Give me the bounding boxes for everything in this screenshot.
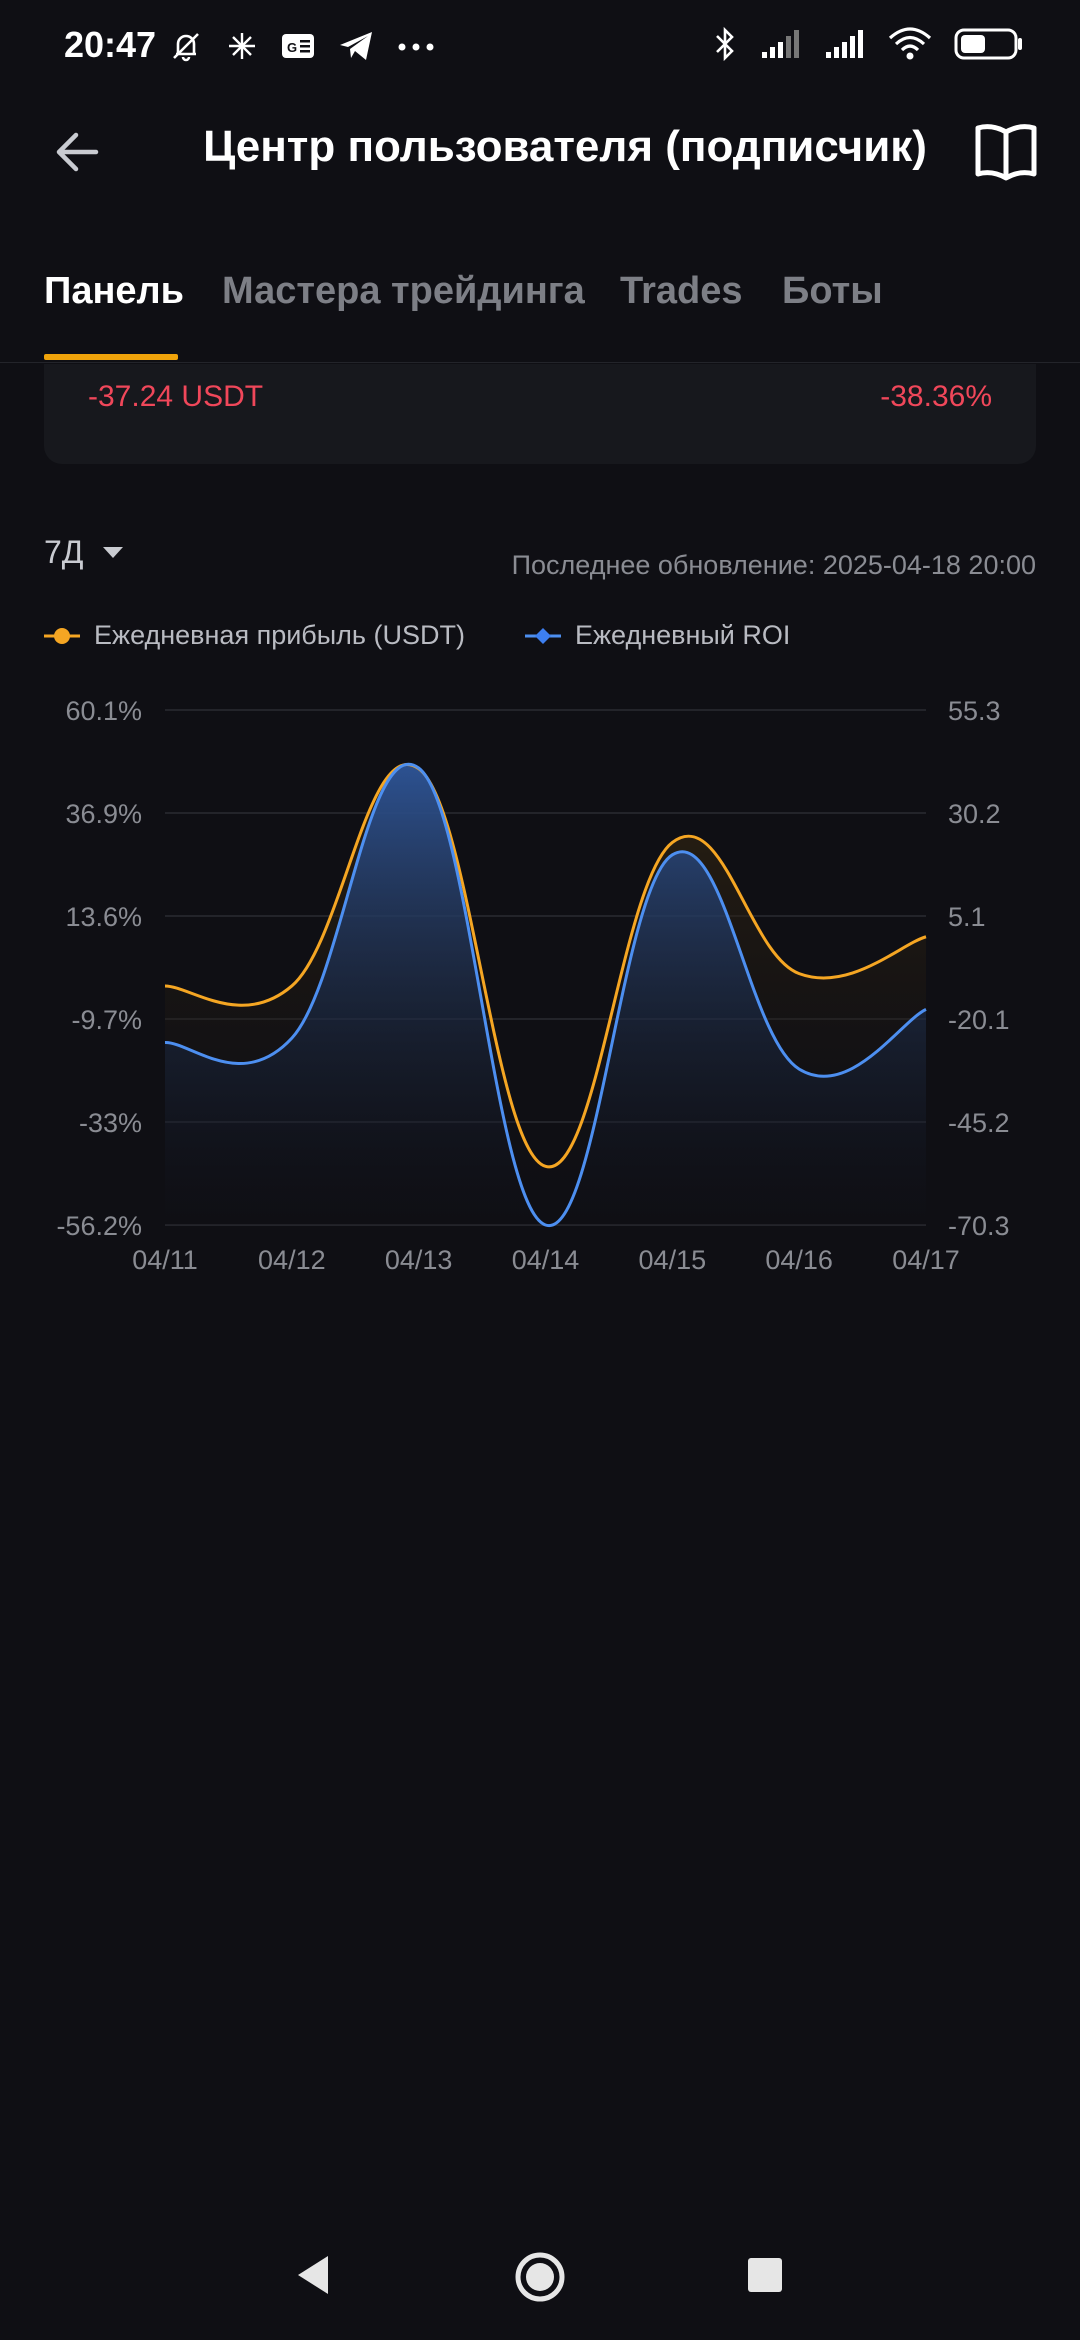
- legend-item-roi[interactable]: Ежедневный ROI: [524, 620, 791, 651]
- axis-labels: 60.1% 55.3 36.9% 30.2 13.6% 5.1 -9.7% -20.1 -33%…: [56, 696, 1009, 1275]
- page-title: Центр пользователя (подписчик): [203, 122, 927, 171]
- system-nav-bar: [0, 2240, 1080, 2340]
- y-left-tick-label: 36.9%: [65, 799, 142, 829]
- app-bar: Центр пользователя (подписчик): [0, 110, 1080, 190]
- roi-line: [164, 763, 927, 1227]
- legend-marker-roi: [524, 627, 561, 644]
- recents-nav-icon: [748, 2258, 782, 2292]
- x-tick-label: 04/11: [132, 1245, 198, 1275]
- profit-line: [164, 763, 927, 1168]
- mute-bell-icon: [168, 28, 204, 69]
- tab-trades[interactable]: Trades: [620, 270, 743, 312]
- svg-text:G: G: [287, 40, 297, 55]
- series-lines: [164, 763, 927, 1227]
- legend-marker-profit: [44, 627, 80, 644]
- more-icon: [396, 40, 436, 58]
- status-icons-right: [712, 26, 1024, 67]
- guide-button[interactable]: [972, 120, 1040, 184]
- wifi-icon: [888, 26, 932, 67]
- back-nav-icon: [298, 2256, 328, 2294]
- legend-label-profit: Ежедневная прибыль (USDT): [94, 620, 465, 650]
- period-selector[interactable]: 7Д: [44, 534, 124, 571]
- x-tick-label: 04/15: [639, 1245, 707, 1275]
- chart-canvas: 60.1% 55.3 36.9% 30.2 13.6% 5.1 -9.7% -20.1 -33%…: [56, 696, 1009, 1275]
- status-icons-left: G: [168, 28, 436, 69]
- legend-label-roi: Ежедневный ROI: [574, 620, 791, 650]
- status-bar: 20:47 G: [0, 0, 1080, 96]
- summary-card: -37.24 USDT -38.36%: [44, 364, 1036, 464]
- active-tab-indicator: [44, 354, 178, 360]
- book-icon: [975, 124, 1037, 181]
- last-update: Последнее обновление: 2025-04-18 20:00: [511, 550, 1036, 580]
- x-tick-label: 04/16: [765, 1245, 833, 1275]
- bluetooth-icon: [712, 26, 738, 67]
- x-tick-label: 04/17: [892, 1245, 960, 1275]
- arrow-left-icon: [56, 132, 99, 172]
- roi-area: [165, 764, 926, 1226]
- nav-back-button[interactable]: [290, 2250, 340, 2305]
- period-label: 7Д: [44, 534, 84, 570]
- pnl-value: -37.24 USDT: [88, 380, 264, 413]
- y-right-tick-label: 5.1: [948, 902, 986, 932]
- tab-trading-masters[interactable]: Мастера трейдинга: [222, 270, 585, 312]
- tab-panel[interactable]: Панель: [44, 270, 185, 312]
- chart-legend: Ежедневная прибыль (USDT) Ежедневный ROI: [44, 620, 790, 651]
- pnl-roi-chart[interactable]: 60.1% 55.3 36.9% 30.2 13.6% 5.1 -9.7% -20.1 -33%…: [0, 680, 1080, 1300]
- x-tick-label: 04/14: [512, 1245, 580, 1275]
- tab-bar: Панель Мастера трейдинга Trades Боты: [0, 262, 1080, 363]
- y-right-tick-label: -45.2: [948, 1108, 1010, 1138]
- y-left-tick-label: 13.6%: [65, 902, 142, 932]
- home-nav-icon: [515, 2252, 565, 2302]
- y-left-tick-label: -33%: [79, 1108, 142, 1138]
- roi-value: -38.36%: [880, 380, 992, 413]
- signal-icon: [824, 28, 866, 65]
- nav-home-button[interactable]: [513, 2250, 567, 2309]
- series-areas: [165, 764, 926, 1226]
- y-right-tick-label: -20.1: [948, 1005, 1010, 1035]
- y-right-tick-label: -70.3: [948, 1211, 1010, 1241]
- tab-bots[interactable]: Боты: [782, 270, 883, 312]
- battery-icon: [954, 26, 1024, 67]
- x-tick-label: 04/13: [385, 1245, 453, 1275]
- signal-icon: [760, 28, 802, 65]
- back-button[interactable]: [48, 122, 108, 182]
- sparkle-icon: [226, 30, 258, 67]
- status-time: 20:47: [64, 24, 157, 65]
- y-left-tick-label: -9.7%: [71, 1005, 142, 1035]
- telegram-icon: [338, 30, 374, 67]
- news-icon: G: [280, 31, 316, 66]
- nav-recents-button[interactable]: [745, 2250, 785, 2305]
- x-tick-label: 04/12: [258, 1245, 326, 1275]
- legend-item-profit[interactable]: Ежедневная прибыль (USDT): [44, 620, 465, 651]
- y-right-tick-label: 55.3: [948, 696, 1001, 726]
- caret-down-icon: [103, 547, 124, 558]
- y-left-tick-label: 60.1%: [65, 696, 142, 726]
- y-left-tick-label: -56.2%: [56, 1211, 142, 1241]
- y-right-tick-label: 30.2: [948, 799, 1001, 829]
